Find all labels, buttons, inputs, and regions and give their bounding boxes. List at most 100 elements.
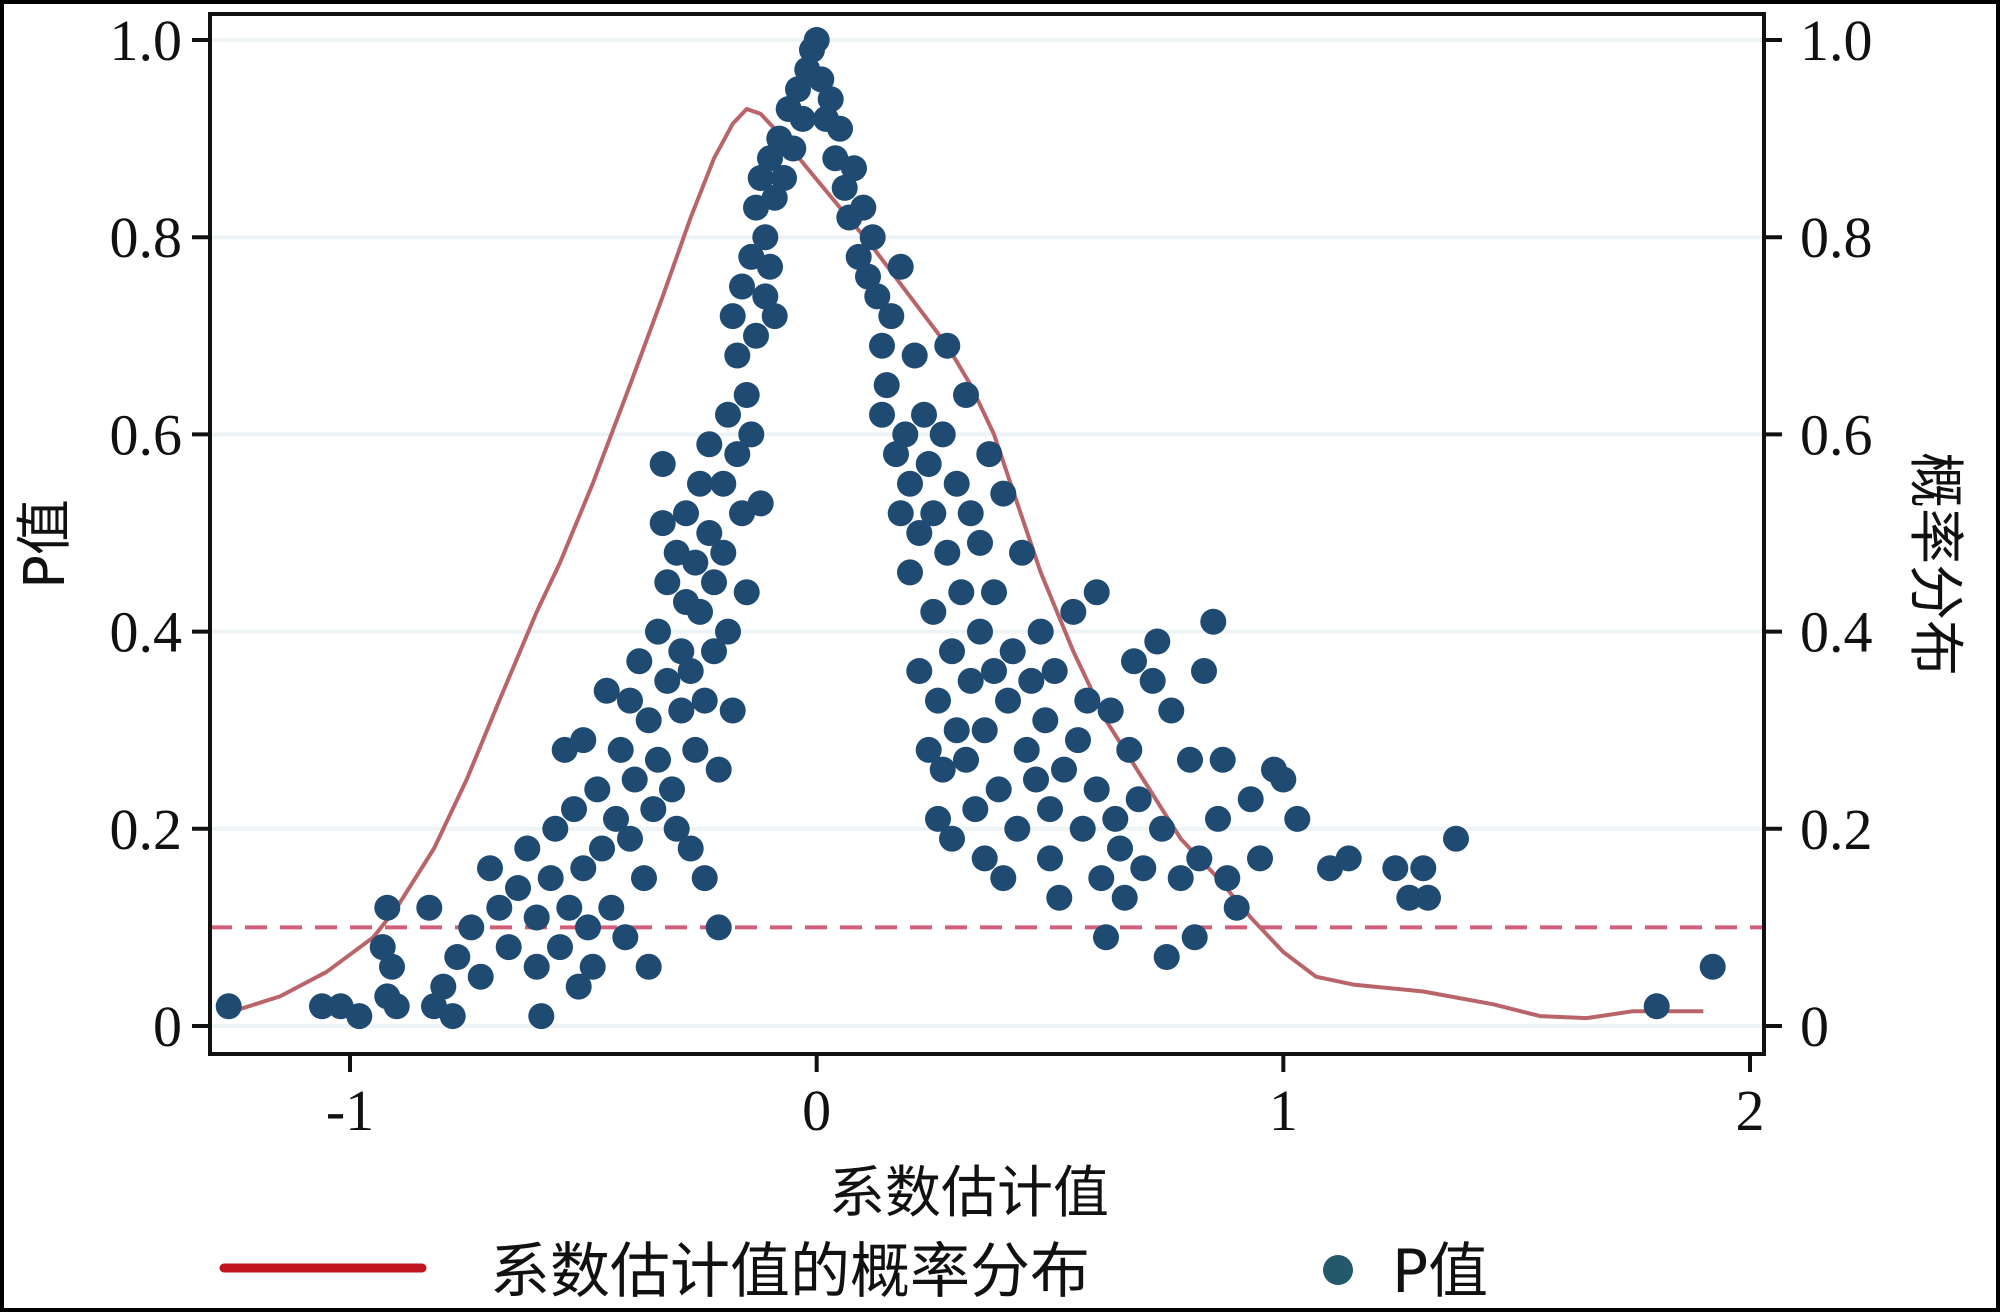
y-axis-left-ticks: 0 0.2 0.4 0.6 0.8 1.0: [110, 8, 210, 1059]
p-value-point: [962, 796, 989, 823]
legend-dot-swatch: [1323, 1255, 1353, 1285]
x-axis-ticks: -1 0 1 2: [326, 1054, 1765, 1143]
p-value-point: [537, 865, 564, 892]
p-value-point: [687, 470, 713, 497]
p-value-point: [1111, 884, 1138, 911]
p-value-point: [1074, 687, 1101, 714]
p-value-point: [747, 490, 774, 517]
p-value-point: [1200, 608, 1227, 635]
p-value-point: [859, 224, 886, 251]
p-value-point: [1041, 658, 1068, 684]
p-value-point: [691, 687, 718, 714]
x-tick-label: 0: [802, 1078, 831, 1143]
p-value-point: [654, 667, 681, 694]
p-value-point: [878, 303, 905, 330]
p-value-point: [925, 687, 951, 714]
p-value-point: [505, 875, 531, 901]
y-axis-left-title: P值: [13, 499, 78, 589]
p-value-point: [617, 825, 643, 852]
p-value-point: [1125, 786, 1152, 813]
p-value-point: [1214, 865, 1241, 892]
p-value-point: [906, 520, 933, 546]
p-value-point: [523, 953, 550, 980]
p-value-point: [761, 303, 788, 330]
p-value-point: [649, 510, 676, 537]
p-value-point: [617, 687, 643, 714]
p-value-point: [1060, 598, 1087, 625]
p-value-point: [603, 805, 629, 832]
p-value-point: [565, 973, 592, 1000]
p-value-point: [1144, 628, 1171, 655]
p-value-point: [701, 569, 727, 596]
p-value-point: [374, 894, 401, 921]
p-value-point: [1051, 756, 1077, 783]
p-value-point: [808, 66, 835, 93]
p-value-point: [1121, 648, 1147, 675]
p-value-point: [887, 500, 914, 527]
p-value-point: [1209, 746, 1236, 773]
p-value-point: [752, 283, 779, 310]
x-tick-label: -1: [326, 1078, 374, 1143]
p-value-point: [925, 805, 951, 832]
legend: 系数估计值的概率分布 P值: [219, 1237, 1488, 1307]
y-right-tick-label: 0.4: [1800, 600, 1873, 665]
p-value-point: [523, 904, 550, 931]
x-tick-label: 1: [1269, 1078, 1298, 1143]
p-value-point: [1046, 884, 1073, 911]
p-value-point: [584, 776, 611, 803]
p-value-point: [934, 539, 961, 566]
p-value-point: [570, 855, 597, 882]
p-value-point: [1037, 796, 1063, 823]
p-value-point: [691, 865, 718, 892]
p-value-point: [1032, 707, 1059, 734]
p-value-point: [943, 717, 970, 744]
p-value-point: [990, 865, 1017, 892]
p-value-point: [939, 825, 965, 852]
p-value-point: [1083, 579, 1110, 606]
p-value-point: [677, 658, 704, 684]
p-value-point: [598, 894, 625, 921]
p-value-point: [789, 105, 816, 132]
p-value-point: [1186, 845, 1213, 872]
p-value-point: [780, 135, 807, 162]
p-value-point: [1065, 727, 1091, 754]
p-value-point: [981, 579, 1007, 606]
p-value-point: [215, 993, 242, 1020]
p-value-point: [649, 451, 676, 477]
p-value-point: [495, 934, 522, 961]
p-value-point: [939, 638, 965, 665]
p-value-point: [990, 480, 1017, 507]
p-value-point: [589, 835, 615, 862]
p-value-point: [724, 441, 751, 468]
p-value-point: [1284, 805, 1311, 832]
p-value-point: [645, 618, 671, 645]
p-value-point: [733, 382, 760, 408]
p-value-point: [1410, 855, 1437, 882]
p-value-point: [1335, 845, 1362, 872]
p-value-point: [738, 421, 765, 448]
p-value-point: [635, 707, 662, 734]
p-value-point: [1247, 845, 1273, 872]
y-left-tick-label: 0.4: [110, 600, 183, 665]
p-value-point: [645, 746, 671, 773]
p-value-point: [673, 500, 699, 527]
p-value-point: [999, 638, 1026, 665]
p-value-point: [416, 894, 443, 921]
p-value-point: [486, 894, 513, 921]
p-value-point: [593, 677, 620, 704]
p-value-point: [985, 776, 1012, 803]
p-value-point: [663, 815, 690, 842]
p-value-point: [1107, 835, 1133, 862]
p-value-point: [1037, 845, 1063, 872]
y-right-tick-label: 0.6: [1800, 402, 1873, 467]
p-value-point: [547, 934, 573, 961]
y-left-tick-label: 0.8: [110, 205, 183, 270]
p-value-point: [715, 618, 741, 645]
p-value-point: [883, 441, 909, 468]
p-value-point: [612, 924, 639, 951]
y-left-tick-label: 0.2: [110, 797, 183, 862]
p-value-point: [1023, 766, 1049, 793]
p-value-point: [864, 283, 891, 310]
p-value-point: [640, 796, 667, 823]
y-right-tick-label: 0: [1800, 994, 1829, 1059]
